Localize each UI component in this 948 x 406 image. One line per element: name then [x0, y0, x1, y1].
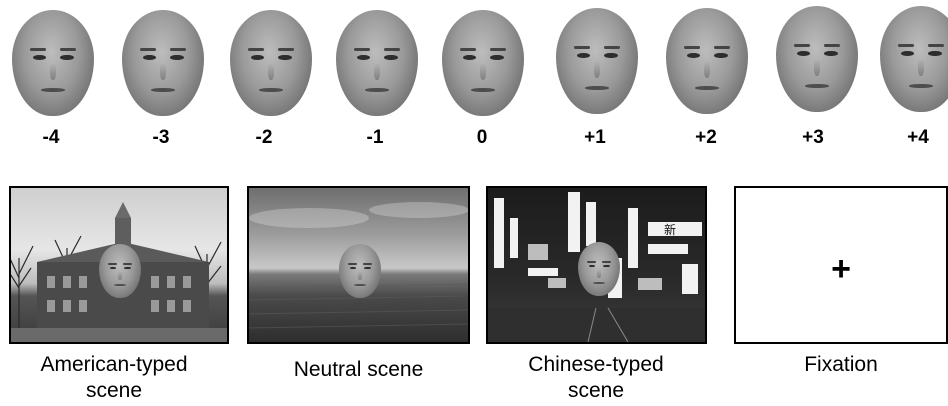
morph-label: +3	[802, 127, 824, 148]
neutral-scene-drawing	[249, 202, 468, 329]
chinese-sign-text: 新	[664, 223, 677, 237]
face-morph-minus2	[230, 10, 312, 116]
morph-label: -4	[42, 127, 60, 148]
chinese-scene-image: 新	[486, 186, 707, 344]
face-morph-minus4	[12, 10, 94, 116]
face-morph-plus2	[666, 8, 748, 114]
neutral-scene-image	[247, 186, 470, 344]
face-morph-minus3	[122, 10, 204, 116]
face-overlay-american	[99, 244, 141, 298]
fixation-cross: +	[831, 250, 851, 288]
morph-label: +4	[907, 127, 929, 148]
face-morph-0	[442, 10, 524, 116]
face-morph-minus1	[336, 10, 418, 116]
chinese-scene-caption: Chinese-typed scene	[528, 353, 664, 402]
face-overlay-neutral	[339, 244, 381, 298]
morph-label: -2	[255, 127, 273, 148]
fixation-panel: +	[734, 186, 948, 344]
morph-label: +1	[584, 127, 606, 148]
face-morph-plus3	[776, 6, 858, 112]
fixation-caption: Fixation	[804, 353, 878, 376]
face-morph-plus4	[880, 6, 948, 112]
american-scene-caption: American-typed scene	[40, 353, 188, 402]
morph-label: -1	[366, 127, 384, 148]
face-morph-plus1	[556, 8, 638, 114]
morph-label: -3	[152, 127, 170, 148]
morph-label: 0	[476, 127, 488, 148]
neutral-scene-caption: Neutral scene	[293, 358, 424, 381]
face-overlay-chinese	[578, 242, 620, 296]
american-scene-image	[9, 186, 229, 344]
morph-label: +2	[695, 127, 717, 148]
